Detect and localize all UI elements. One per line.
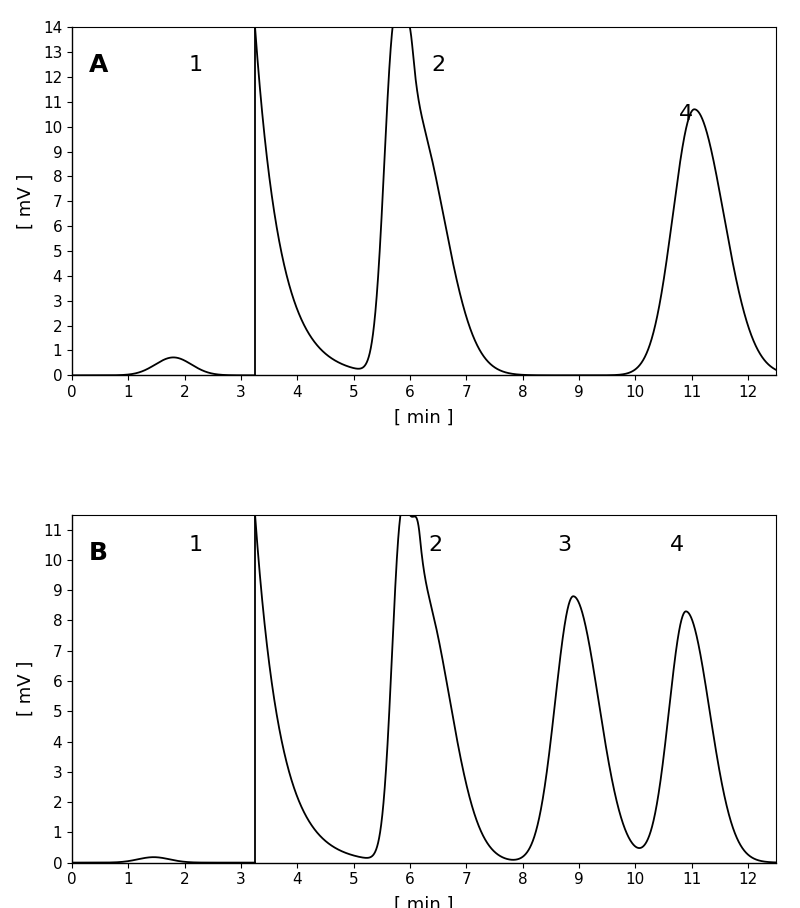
X-axis label: [ min ]: [ min ] bbox=[394, 895, 454, 908]
Text: 4: 4 bbox=[670, 535, 685, 555]
Text: 2: 2 bbox=[428, 535, 442, 555]
X-axis label: [ min ]: [ min ] bbox=[394, 409, 454, 427]
Text: 1: 1 bbox=[189, 535, 203, 555]
Text: 4: 4 bbox=[679, 104, 693, 124]
Text: 1: 1 bbox=[189, 54, 203, 74]
Text: 2: 2 bbox=[431, 54, 445, 74]
Y-axis label: [ mV ]: [ mV ] bbox=[17, 173, 34, 229]
Y-axis label: [ mV ]: [ mV ] bbox=[17, 661, 34, 716]
Text: A: A bbox=[89, 54, 108, 77]
Text: B: B bbox=[89, 541, 108, 565]
Text: 3: 3 bbox=[558, 535, 572, 555]
